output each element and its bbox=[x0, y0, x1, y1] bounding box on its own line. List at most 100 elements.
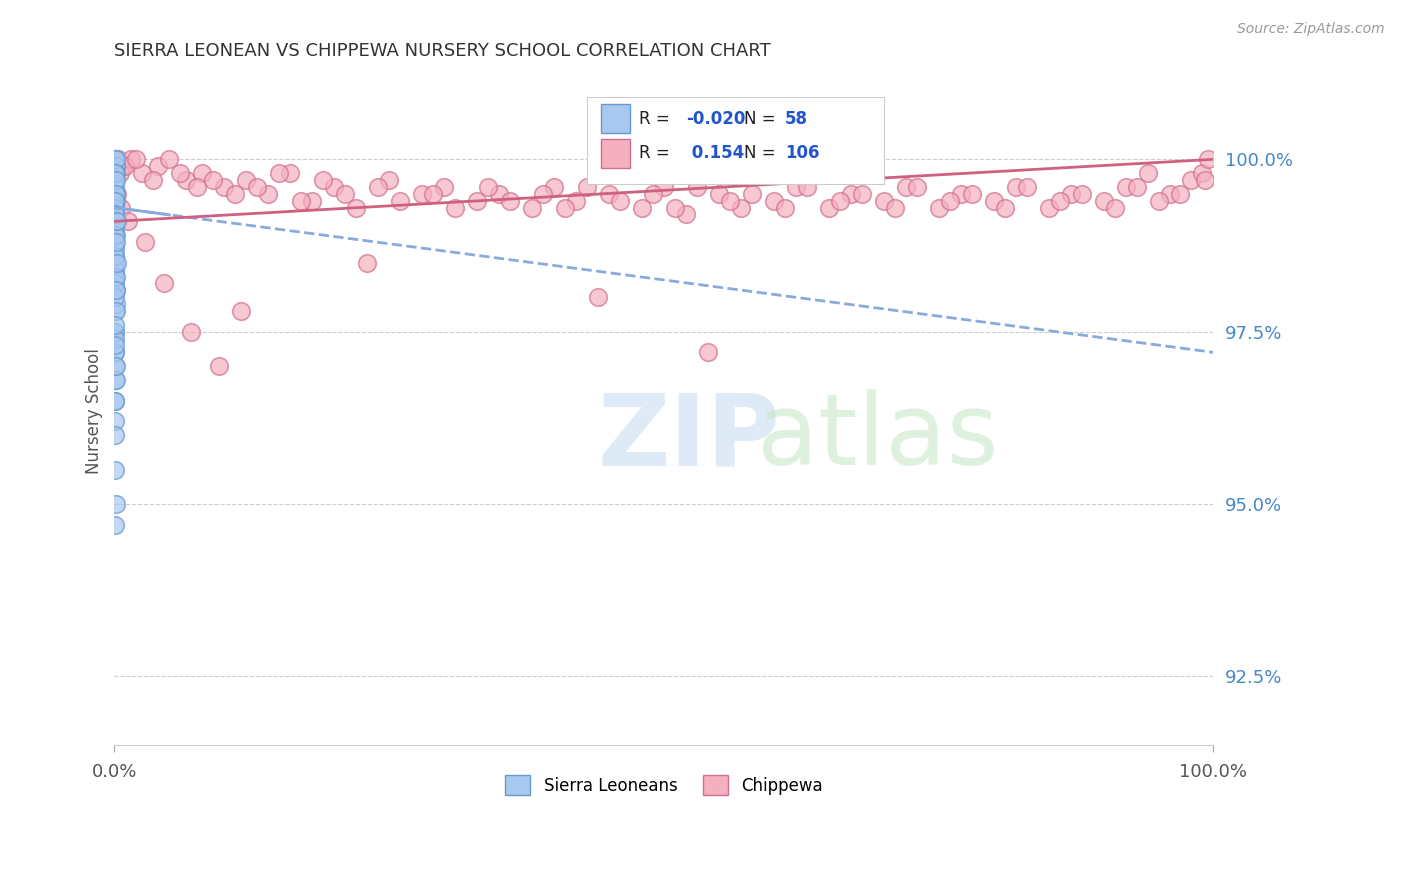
Point bbox=[104, 277, 127, 291]
Point bbox=[104, 186, 127, 201]
Point bbox=[112, 159, 135, 173]
Point bbox=[465, 194, 488, 208]
Text: 58: 58 bbox=[785, 110, 808, 128]
Point bbox=[1170, 186, 1192, 201]
Point bbox=[174, 173, 197, 187]
Point bbox=[104, 325, 127, 339]
Point bbox=[114, 159, 136, 173]
Point bbox=[817, 201, 839, 215]
Point bbox=[104, 221, 127, 235]
Point bbox=[104, 228, 127, 243]
Point bbox=[104, 194, 127, 208]
Point bbox=[104, 159, 127, 173]
Point bbox=[191, 166, 214, 180]
Point bbox=[104, 428, 127, 442]
Point bbox=[543, 180, 565, 194]
Point bbox=[994, 201, 1017, 215]
Point bbox=[598, 186, 620, 201]
Point bbox=[104, 228, 127, 243]
Point bbox=[104, 462, 127, 476]
Point bbox=[269, 166, 291, 180]
Point bbox=[246, 180, 269, 194]
Point bbox=[356, 256, 378, 270]
Text: SIERRA LEONEAN VS CHIPPEWA NURSERY SCHOOL CORRELATION CHART: SIERRA LEONEAN VS CHIPPEWA NURSERY SCHOO… bbox=[114, 42, 770, 60]
Point bbox=[1059, 186, 1081, 201]
Point bbox=[224, 186, 246, 201]
Point bbox=[565, 194, 588, 208]
Point bbox=[301, 194, 323, 208]
Y-axis label: Nursery School: Nursery School bbox=[86, 348, 103, 474]
Point bbox=[422, 186, 444, 201]
Point bbox=[851, 186, 873, 201]
Point bbox=[104, 393, 127, 408]
Point bbox=[104, 414, 127, 428]
Point bbox=[773, 201, 796, 215]
Point bbox=[104, 214, 127, 228]
Point bbox=[104, 325, 127, 339]
Point bbox=[104, 166, 127, 180]
Point bbox=[104, 359, 127, 373]
Point bbox=[718, 194, 741, 208]
Point bbox=[312, 173, 335, 187]
Point bbox=[104, 304, 127, 318]
Point bbox=[104, 338, 127, 352]
Point bbox=[131, 166, 153, 180]
Point bbox=[104, 207, 127, 221]
Point bbox=[652, 180, 675, 194]
Point bbox=[983, 194, 1005, 208]
Point bbox=[214, 180, 236, 194]
Point bbox=[120, 153, 142, 167]
Text: N =: N = bbox=[744, 145, 782, 162]
Point bbox=[104, 304, 127, 318]
Point bbox=[104, 517, 127, 532]
Text: R =: R = bbox=[638, 110, 675, 128]
Point bbox=[104, 256, 127, 270]
Point bbox=[202, 173, 225, 187]
Point bbox=[290, 194, 312, 208]
Point bbox=[344, 201, 367, 215]
Point bbox=[104, 186, 127, 201]
Text: atlas: atlas bbox=[758, 389, 1000, 486]
Point bbox=[949, 186, 972, 201]
Point bbox=[873, 194, 896, 208]
Point bbox=[1070, 186, 1092, 201]
Point bbox=[785, 180, 807, 194]
Point bbox=[894, 180, 917, 194]
Point bbox=[554, 201, 576, 215]
Point bbox=[104, 269, 127, 284]
Point bbox=[104, 173, 127, 187]
Point bbox=[142, 173, 165, 187]
Point bbox=[104, 249, 127, 263]
Text: ZIP: ZIP bbox=[598, 389, 780, 486]
Point bbox=[1125, 180, 1147, 194]
Point bbox=[520, 201, 543, 215]
Point bbox=[1104, 201, 1126, 215]
Point bbox=[433, 180, 456, 194]
Point bbox=[104, 262, 127, 277]
Point bbox=[696, 345, 718, 359]
Point bbox=[229, 304, 252, 318]
Point bbox=[104, 235, 127, 249]
Point bbox=[134, 235, 156, 249]
Point bbox=[389, 194, 412, 208]
Point bbox=[664, 201, 686, 215]
Point bbox=[1194, 173, 1216, 187]
Text: 0.154: 0.154 bbox=[686, 145, 744, 162]
Point bbox=[157, 153, 180, 167]
Point bbox=[928, 201, 950, 215]
Point bbox=[367, 180, 389, 194]
Point bbox=[104, 201, 127, 215]
Point bbox=[104, 194, 127, 208]
Point bbox=[609, 194, 631, 208]
Legend: Sierra Leoneans, Chippewa: Sierra Leoneans, Chippewa bbox=[498, 767, 831, 804]
Text: 106: 106 bbox=[785, 145, 820, 162]
Point bbox=[883, 201, 905, 215]
Point bbox=[796, 180, 818, 194]
Point bbox=[1015, 180, 1038, 194]
Point bbox=[741, 186, 763, 201]
Point bbox=[180, 325, 202, 339]
Point bbox=[828, 194, 851, 208]
Point bbox=[488, 186, 510, 201]
Point bbox=[105, 153, 128, 167]
Point bbox=[104, 153, 127, 167]
